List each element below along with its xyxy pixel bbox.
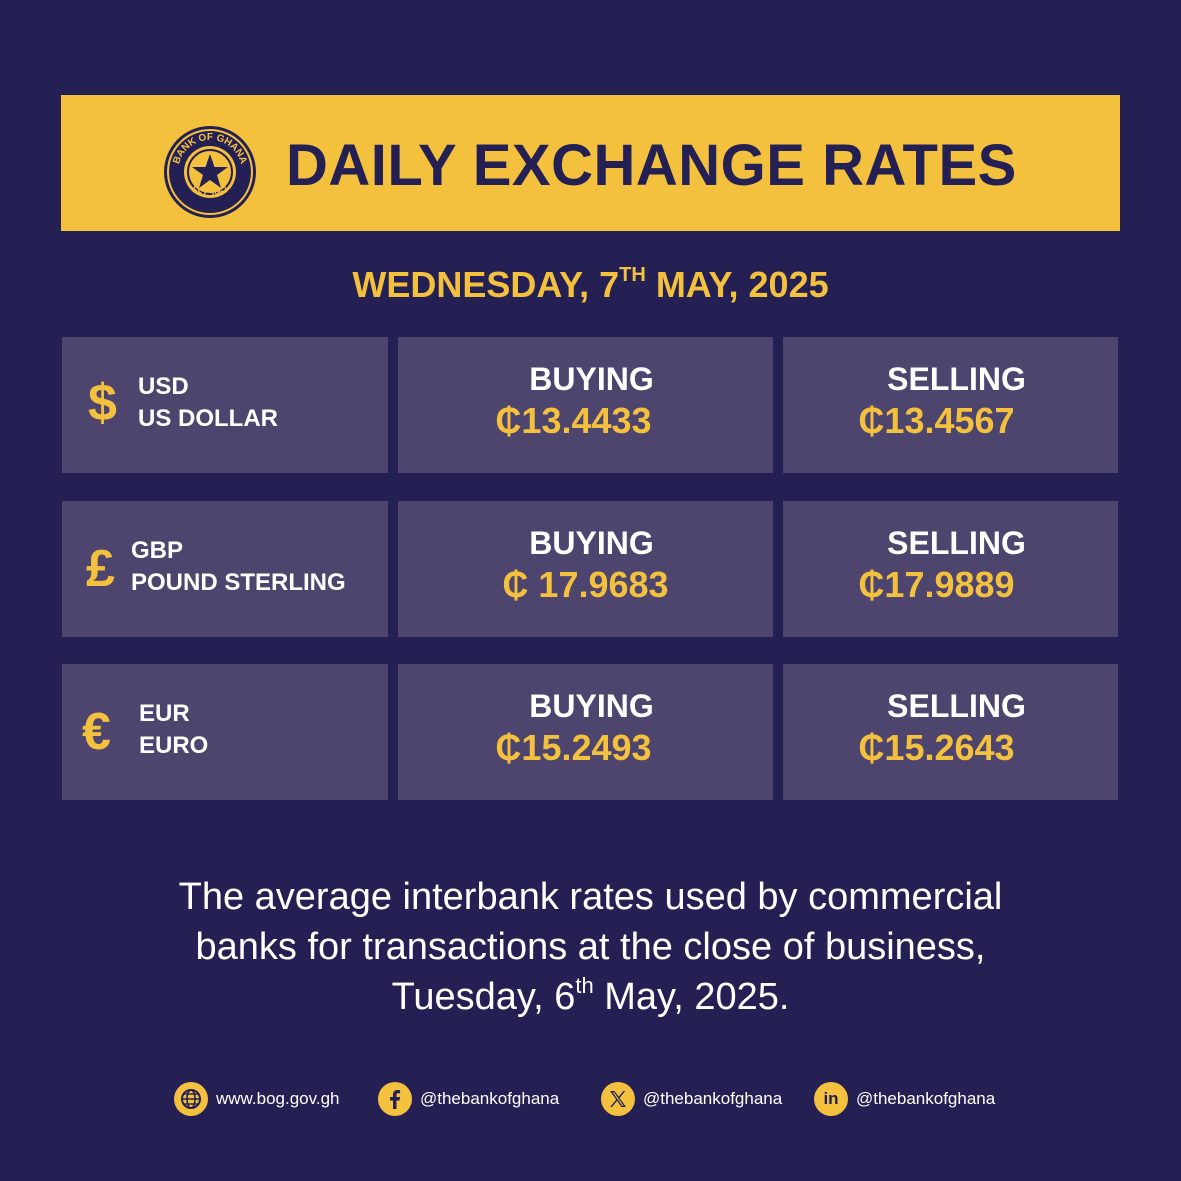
buying-label: BUYING xyxy=(529,525,654,561)
globe-icon xyxy=(174,1082,208,1116)
selling-rate: ₵17.9889 xyxy=(858,564,1015,605)
currency-name: EURO xyxy=(139,732,209,759)
buying-cell-usd: BUYING ₵13.4433 xyxy=(398,337,773,473)
selling-label: SELLING xyxy=(887,361,1026,397)
selling-cell-eur: SELLING ₵15.2643 xyxy=(783,664,1118,800)
selling-label: SELLING xyxy=(887,688,1026,724)
footnote: The average interbank rates used by comm… xyxy=(0,872,1181,1022)
facebook-icon xyxy=(378,1082,412,1116)
buying-rate: ₵15.2493 xyxy=(495,727,652,768)
buying-label: BUYING xyxy=(529,361,654,397)
currency-cell-eur: € EUR EURO xyxy=(62,664,388,800)
selling-rate: ₵13.4567 xyxy=(858,400,1015,441)
selling-cell-gbp: SELLING ₵17.9889 xyxy=(783,501,1118,637)
currency-code: GBP xyxy=(131,537,184,564)
currency-code: USD xyxy=(138,373,189,400)
svg-text:EST. 1957: EST. 1957 xyxy=(190,184,231,200)
currency-code: EUR xyxy=(139,700,190,727)
rates-date: WEDNESDAY, 7TH MAY, 2025 xyxy=(352,264,829,305)
currency-name: US DOLLAR xyxy=(138,405,278,432)
facebook-link[interactable]: @thebankofghana xyxy=(378,1082,559,1116)
selling-label: SELLING xyxy=(887,525,1026,561)
linkedin-icon: in xyxy=(814,1082,848,1116)
bank-of-ghana-logo: BANK OF GHANA EST. 1957 xyxy=(164,126,256,218)
currency-name: POUND STERLING xyxy=(131,569,346,596)
selling-cell-usd: SELLING ₵13.4567 xyxy=(783,337,1118,473)
buying-cell-eur: BUYING ₵15.2493 xyxy=(398,664,773,800)
currency-cell-usd: $ USD US DOLLAR xyxy=(62,337,388,473)
linkedin-link[interactable]: in @thebankofghana xyxy=(814,1082,995,1116)
buying-cell-gbp: BUYING ₵ 17.9683 xyxy=(398,501,773,637)
currency-cell-gbp: £ GBP POUND STERLING xyxy=(62,501,388,637)
buying-rate: ₵13.4433 xyxy=(495,400,652,441)
euro-icon: € xyxy=(82,703,111,761)
x-link[interactable]: @thebankofghana xyxy=(601,1082,782,1116)
pound-icon: £ xyxy=(86,540,115,598)
footnote-line-3: Tuesday, 6th May, 2025. xyxy=(391,973,790,1019)
website-link[interactable]: www.bog.gov.gh xyxy=(174,1082,339,1116)
dollar-icon: $ xyxy=(88,374,117,432)
buying-label: BUYING xyxy=(529,688,654,724)
selling-rate: ₵15.2643 xyxy=(858,727,1015,768)
page-title: DAILY EXCHANGE RATES xyxy=(286,133,1017,198)
x-icon xyxy=(601,1082,635,1116)
footnote-line-2: banks for transactions at the close of b… xyxy=(195,926,986,968)
buying-rate: ₵ 17.9683 xyxy=(502,564,669,605)
footnote-line-1: The average interbank rates used by comm… xyxy=(178,876,1003,918)
